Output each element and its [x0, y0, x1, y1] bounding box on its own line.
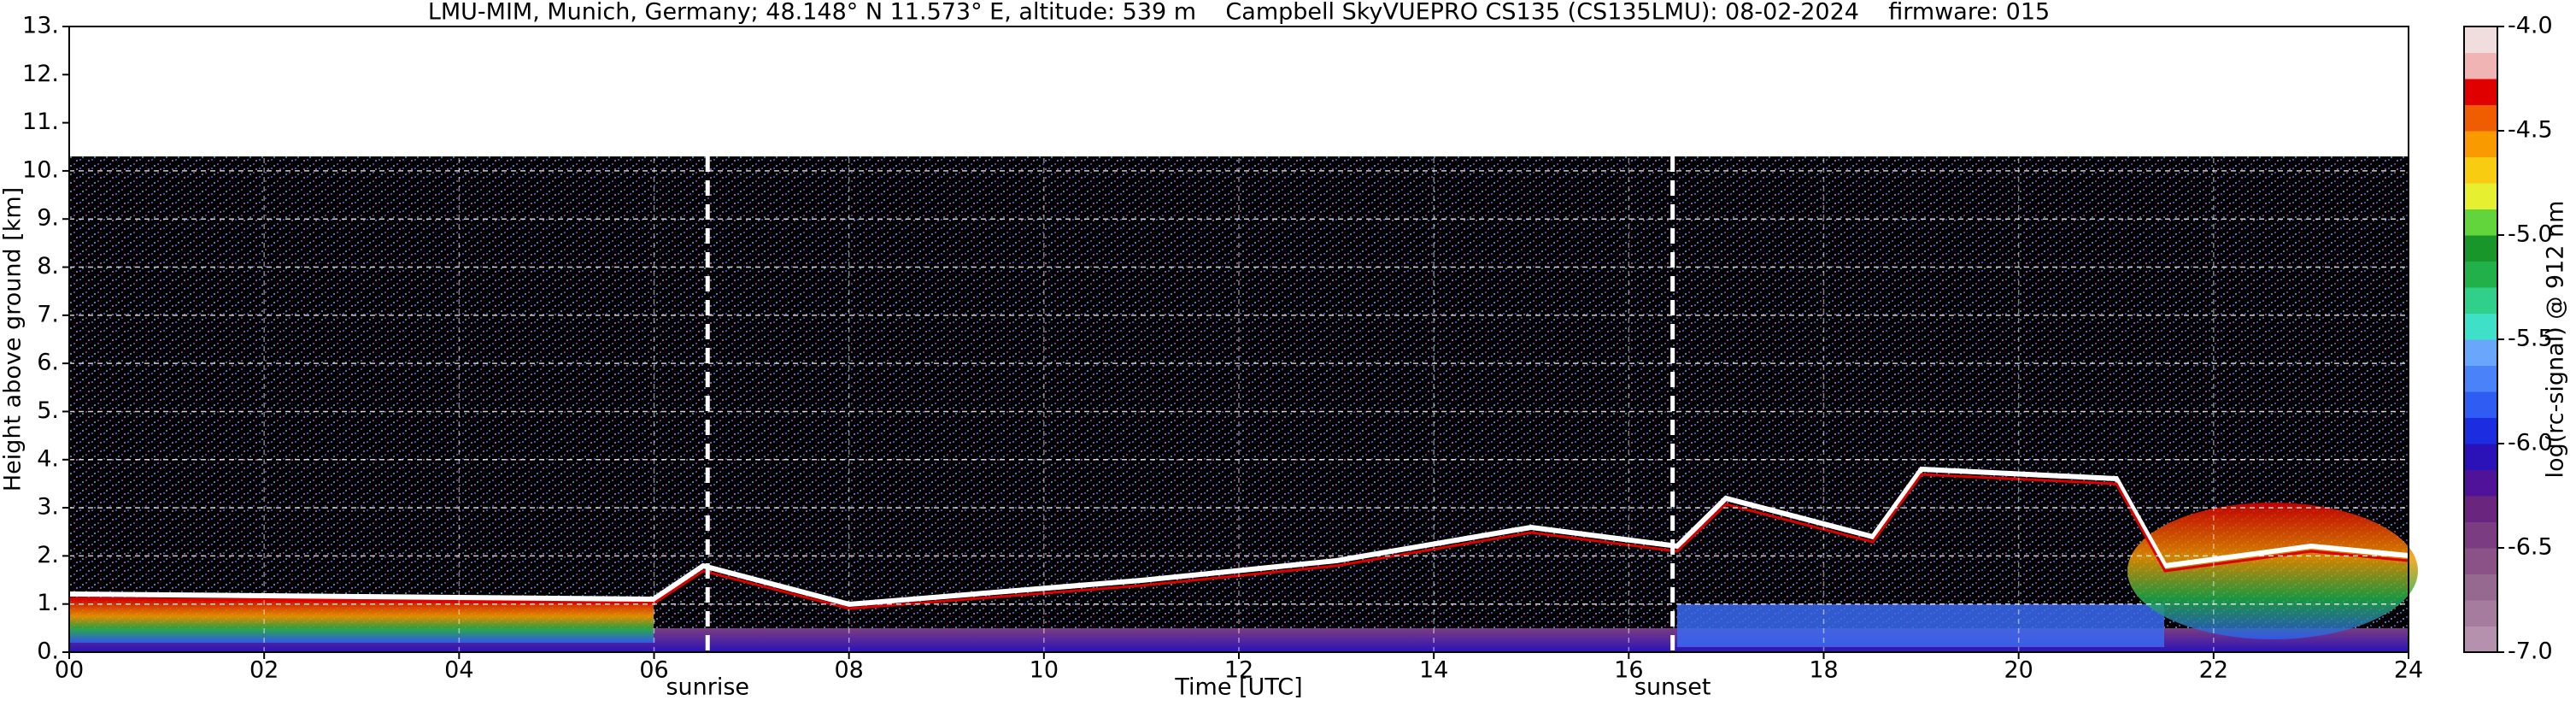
convective-layer: [2127, 503, 2418, 639]
colorbar-swatch: [2464, 444, 2497, 470]
y-tick-label: 7.: [37, 301, 59, 327]
x-tick-label: 24: [2394, 657, 2423, 684]
colorbar-tick-label: -5.0: [2508, 221, 2553, 248]
colorbar-swatch: [2464, 183, 2497, 209]
colorbar-swatch: [2464, 104, 2497, 132]
colorbar-swatch: [2464, 365, 2497, 392]
colorbar-label: log(rc-signal) @ 912 nm: [2543, 201, 2569, 479]
y-tick-label: 2.: [37, 542, 59, 568]
y-tick-label: 13.: [22, 13, 59, 39]
y-tick-label: 10.: [22, 156, 59, 183]
colorbar-swatch: [2464, 496, 2497, 522]
y-tick-label: 6.: [37, 350, 59, 376]
x-tick-label: 16: [1614, 657, 1643, 684]
colorbar-swatch: [2464, 391, 2497, 418]
y-tick-label: 3.: [37, 494, 59, 521]
colorbar-swatch: [2464, 156, 2497, 184]
colorbar-swatch: [2464, 417, 2497, 444]
boundary-layer-edge: [68, 473, 2409, 610]
colorbar-tick-label: -4.5: [2508, 117, 2553, 144]
y-tick-label: 1.: [37, 590, 59, 616]
colorbar-tick-label: -5.5: [2508, 326, 2553, 352]
blue-layer: [1677, 604, 2164, 647]
colorbar-swatch: [2464, 79, 2497, 105]
colorbar-tick-label: -6.5: [2508, 534, 2553, 561]
x-axis-label: Time [UTC]: [1174, 674, 1302, 701]
colorbar-tick-label: -4.0: [2508, 13, 2553, 39]
colorbar-tick-label: -6.0: [2508, 430, 2553, 456]
y-tick-label: 11.: [22, 109, 59, 135]
x-tick-label: 04: [444, 657, 473, 684]
x-tick-label: 20: [2004, 657, 2033, 684]
x-tick-label: 12: [1224, 657, 1253, 684]
colorbar-swatch: [2464, 339, 2497, 366]
x-tick-label: 00: [55, 657, 84, 684]
colorbar-swatch: [2464, 209, 2497, 236]
x-tick-label: 14: [1419, 657, 1448, 684]
annotation-label: sunrise: [666, 674, 749, 701]
x-tick-label: 18: [1809, 657, 1838, 684]
y-tick-label: 12.: [22, 61, 59, 87]
boundary-layer-top: [68, 466, 2409, 608]
colorbar-swatch: [2464, 600, 2497, 627]
low-layer: [69, 598, 654, 643]
chart-title: LMU-MIM, Munich, Germany; 48.148° N 11.5…: [428, 0, 2050, 26]
colorbar-swatch: [2464, 26, 2497, 53]
x-tick-label: 02: [249, 657, 279, 684]
colorbar-swatch: [2464, 235, 2497, 262]
x-tick-label: 10: [1030, 657, 1059, 684]
x-tick-label: 22: [2199, 657, 2228, 684]
y-tick-label: 9.: [37, 205, 59, 232]
y-tick-label: 0.: [37, 638, 59, 665]
colorbar-swatch: [2464, 131, 2497, 157]
colorbar-swatch: [2464, 574, 2497, 601]
plot-frame: [68, 26, 2409, 653]
colorbar-swatch: [2464, 287, 2497, 314]
y-tick-label: 5.: [37, 397, 59, 424]
colorbar-swatch: [2464, 548, 2497, 574]
y-tick-label: 8.: [37, 253, 59, 279]
x-tick-label: 08: [834, 657, 863, 684]
colorbar-swatch: [2464, 261, 2497, 288]
colorbar-swatch: [2464, 52, 2497, 79]
colorbar-swatch: [2464, 313, 2497, 340]
colorbar-swatch: [2464, 521, 2497, 549]
colorbar-tick-label: -7.0: [2508, 638, 2553, 665]
y-tick-label: 4.: [37, 445, 59, 472]
y-axis-label: Height above ground [km]: [0, 187, 26, 491]
colorbar-swatch: [2464, 469, 2497, 497]
overlay: 0. 1. 2. 3. 4. 5. 6. 7. 8. 9. 10. 11. 12. 13. 00 02 04 06…: [22, 13, 2553, 701]
colorbar-swatch: [2464, 626, 2497, 653]
annotation-label: sunset: [1634, 674, 1711, 701]
x-tick-label: 06: [639, 657, 668, 684]
